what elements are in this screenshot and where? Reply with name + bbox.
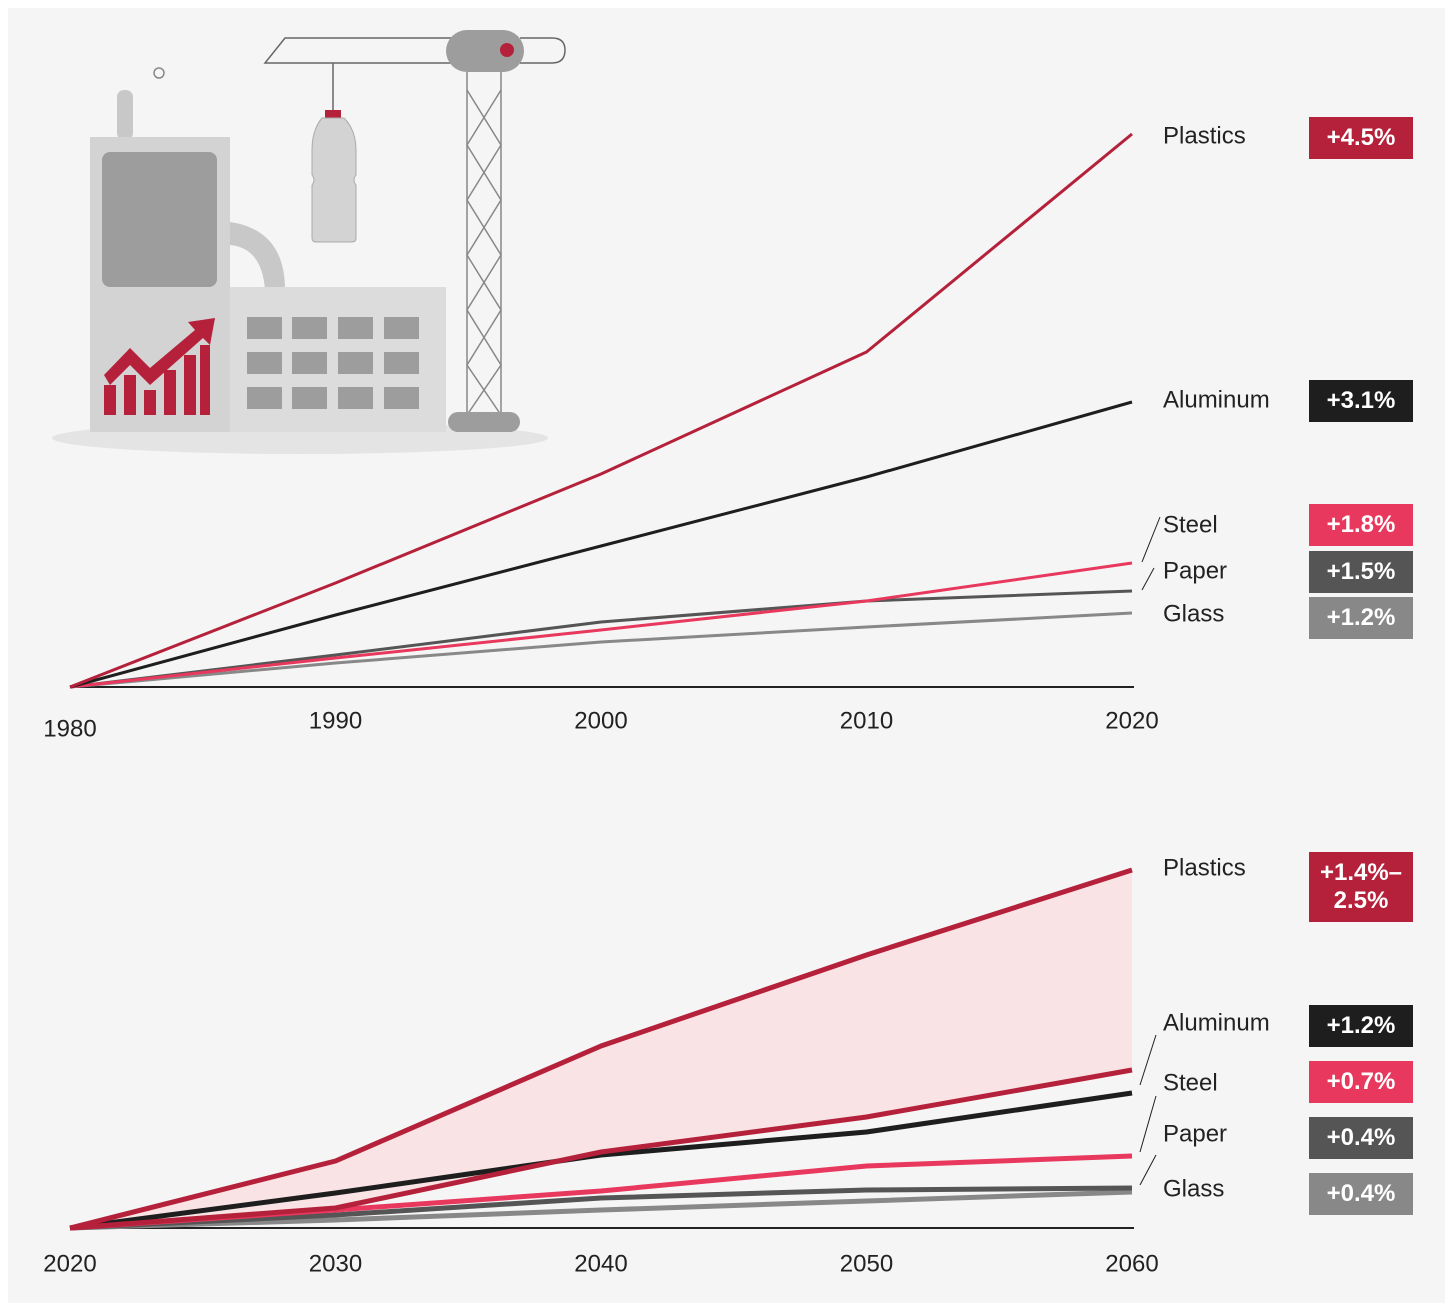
crane-light xyxy=(500,43,514,57)
x-tick-label: 2020 xyxy=(1105,707,1158,734)
series-name: Glass xyxy=(1163,1175,1224,1202)
line xyxy=(69,132,1133,689)
series-name: Paper xyxy=(1163,557,1227,584)
growth-badge: +0.4% xyxy=(1309,1173,1413,1215)
line xyxy=(69,1090,1133,1231)
growth-badge: +1.4%–2.5% xyxy=(1309,852,1413,922)
line xyxy=(69,400,1133,689)
x-tick-label: 2050 xyxy=(840,1250,893,1277)
crane-base xyxy=(448,412,520,432)
growth-badge: +1.2% xyxy=(1309,1005,1413,1047)
leader-line xyxy=(1141,567,1155,591)
leader-line xyxy=(1139,1154,1157,1186)
x-tick-label: 2040 xyxy=(574,1250,627,1277)
series-name: Glass xyxy=(1163,600,1224,627)
line-low xyxy=(69,1067,1133,1231)
series-name: Paper xyxy=(1163,1120,1227,1147)
line xyxy=(69,867,1133,1231)
growth-badge: +3.1% xyxy=(1309,380,1413,422)
leader-line xyxy=(1139,1095,1157,1153)
range-band xyxy=(70,870,1132,1228)
x-tick-label: 1990 xyxy=(309,707,362,734)
bottle xyxy=(311,117,357,243)
line xyxy=(69,561,1133,689)
windows xyxy=(247,317,419,409)
x-tick-label: 2060 xyxy=(1105,1250,1158,1277)
x-tick-label: 2000 xyxy=(574,707,627,734)
chimney xyxy=(117,90,133,140)
x-tick-label: 2030 xyxy=(309,1250,362,1277)
leader-line xyxy=(1141,516,1161,563)
series-name: Plastics xyxy=(1163,854,1246,881)
plots: 1980 1990 2000 2010 2020 Plastics Aluminum Stee… xyxy=(43,122,1269,1277)
series-name: Plastics xyxy=(1163,122,1246,149)
window xyxy=(102,152,217,287)
series-name: Steel xyxy=(1163,1069,1218,1096)
crane-cab xyxy=(446,30,524,72)
bottle-cap xyxy=(325,110,341,118)
x-tick-label: 2010 xyxy=(840,707,893,734)
growth-badge: +0.4% xyxy=(1309,1117,1413,1159)
x-tick-label: 2020 xyxy=(43,1250,96,1277)
leader-line xyxy=(1139,1034,1157,1086)
crane-mast xyxy=(466,72,502,416)
smoke xyxy=(153,67,165,79)
pipe xyxy=(230,222,285,290)
growth-badge: +1.5% xyxy=(1309,551,1413,593)
growth-icon xyxy=(104,318,215,415)
line xyxy=(69,611,1133,689)
series-name: Steel xyxy=(1163,511,1218,538)
growth-badge: +0.7% xyxy=(1309,1061,1413,1103)
growth-badge: +1.2% xyxy=(1309,597,1413,639)
line xyxy=(69,1185,1133,1231)
x-tick-label: 1980 xyxy=(43,715,96,742)
crane-counter xyxy=(520,37,566,64)
series-name: Aluminum xyxy=(1163,386,1270,413)
line xyxy=(69,589,1133,689)
illustration xyxy=(52,30,566,454)
series-name: Aluminum xyxy=(1163,1009,1270,1036)
line xyxy=(69,1189,1133,1231)
growth-badge: +1.8% xyxy=(1309,504,1413,546)
growth-badge: +4.5% xyxy=(1309,117,1413,159)
